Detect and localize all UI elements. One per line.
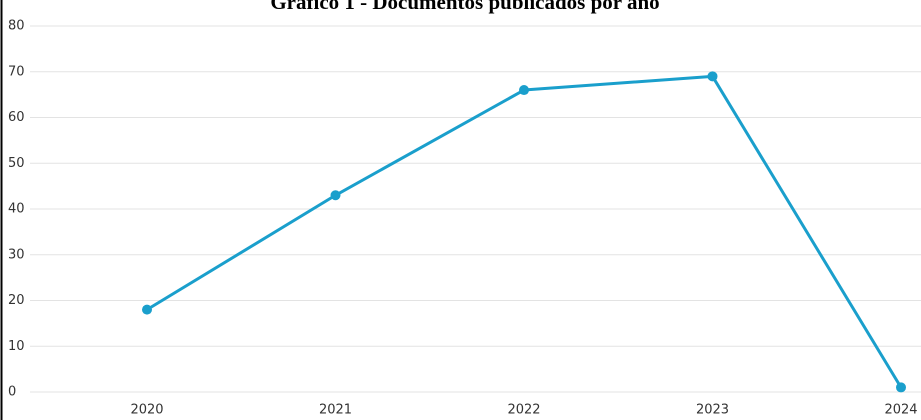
y-tick-label: 60: [8, 110, 25, 125]
y-tick-label: 20: [8, 293, 25, 308]
y-tick-label: 0: [8, 385, 16, 400]
point: [707, 71, 718, 82]
chart-title: Gráfico 1 - Documentos publicados por an…: [270, 0, 659, 14]
y-tick-label: 80: [8, 19, 25, 34]
line: [146, 74, 903, 389]
x-tick-label: 2022: [507, 403, 540, 418]
x-tick-label: 2021: [319, 403, 352, 418]
point: [896, 382, 906, 393]
point: [519, 85, 529, 96]
point: [142, 304, 152, 315]
point: [330, 190, 341, 201]
x-tick-label: 2020: [130, 403, 163, 418]
x-tick-label: 2024: [884, 403, 917, 418]
y-tick-label: 50: [8, 156, 25, 171]
y-tick-label: 70: [8, 64, 25, 79]
y-tick-label: 40: [8, 202, 25, 217]
x-tick-label: 2023: [696, 403, 729, 418]
y-tick-label: 30: [8, 247, 25, 262]
y-tick-label: 10: [8, 339, 25, 354]
